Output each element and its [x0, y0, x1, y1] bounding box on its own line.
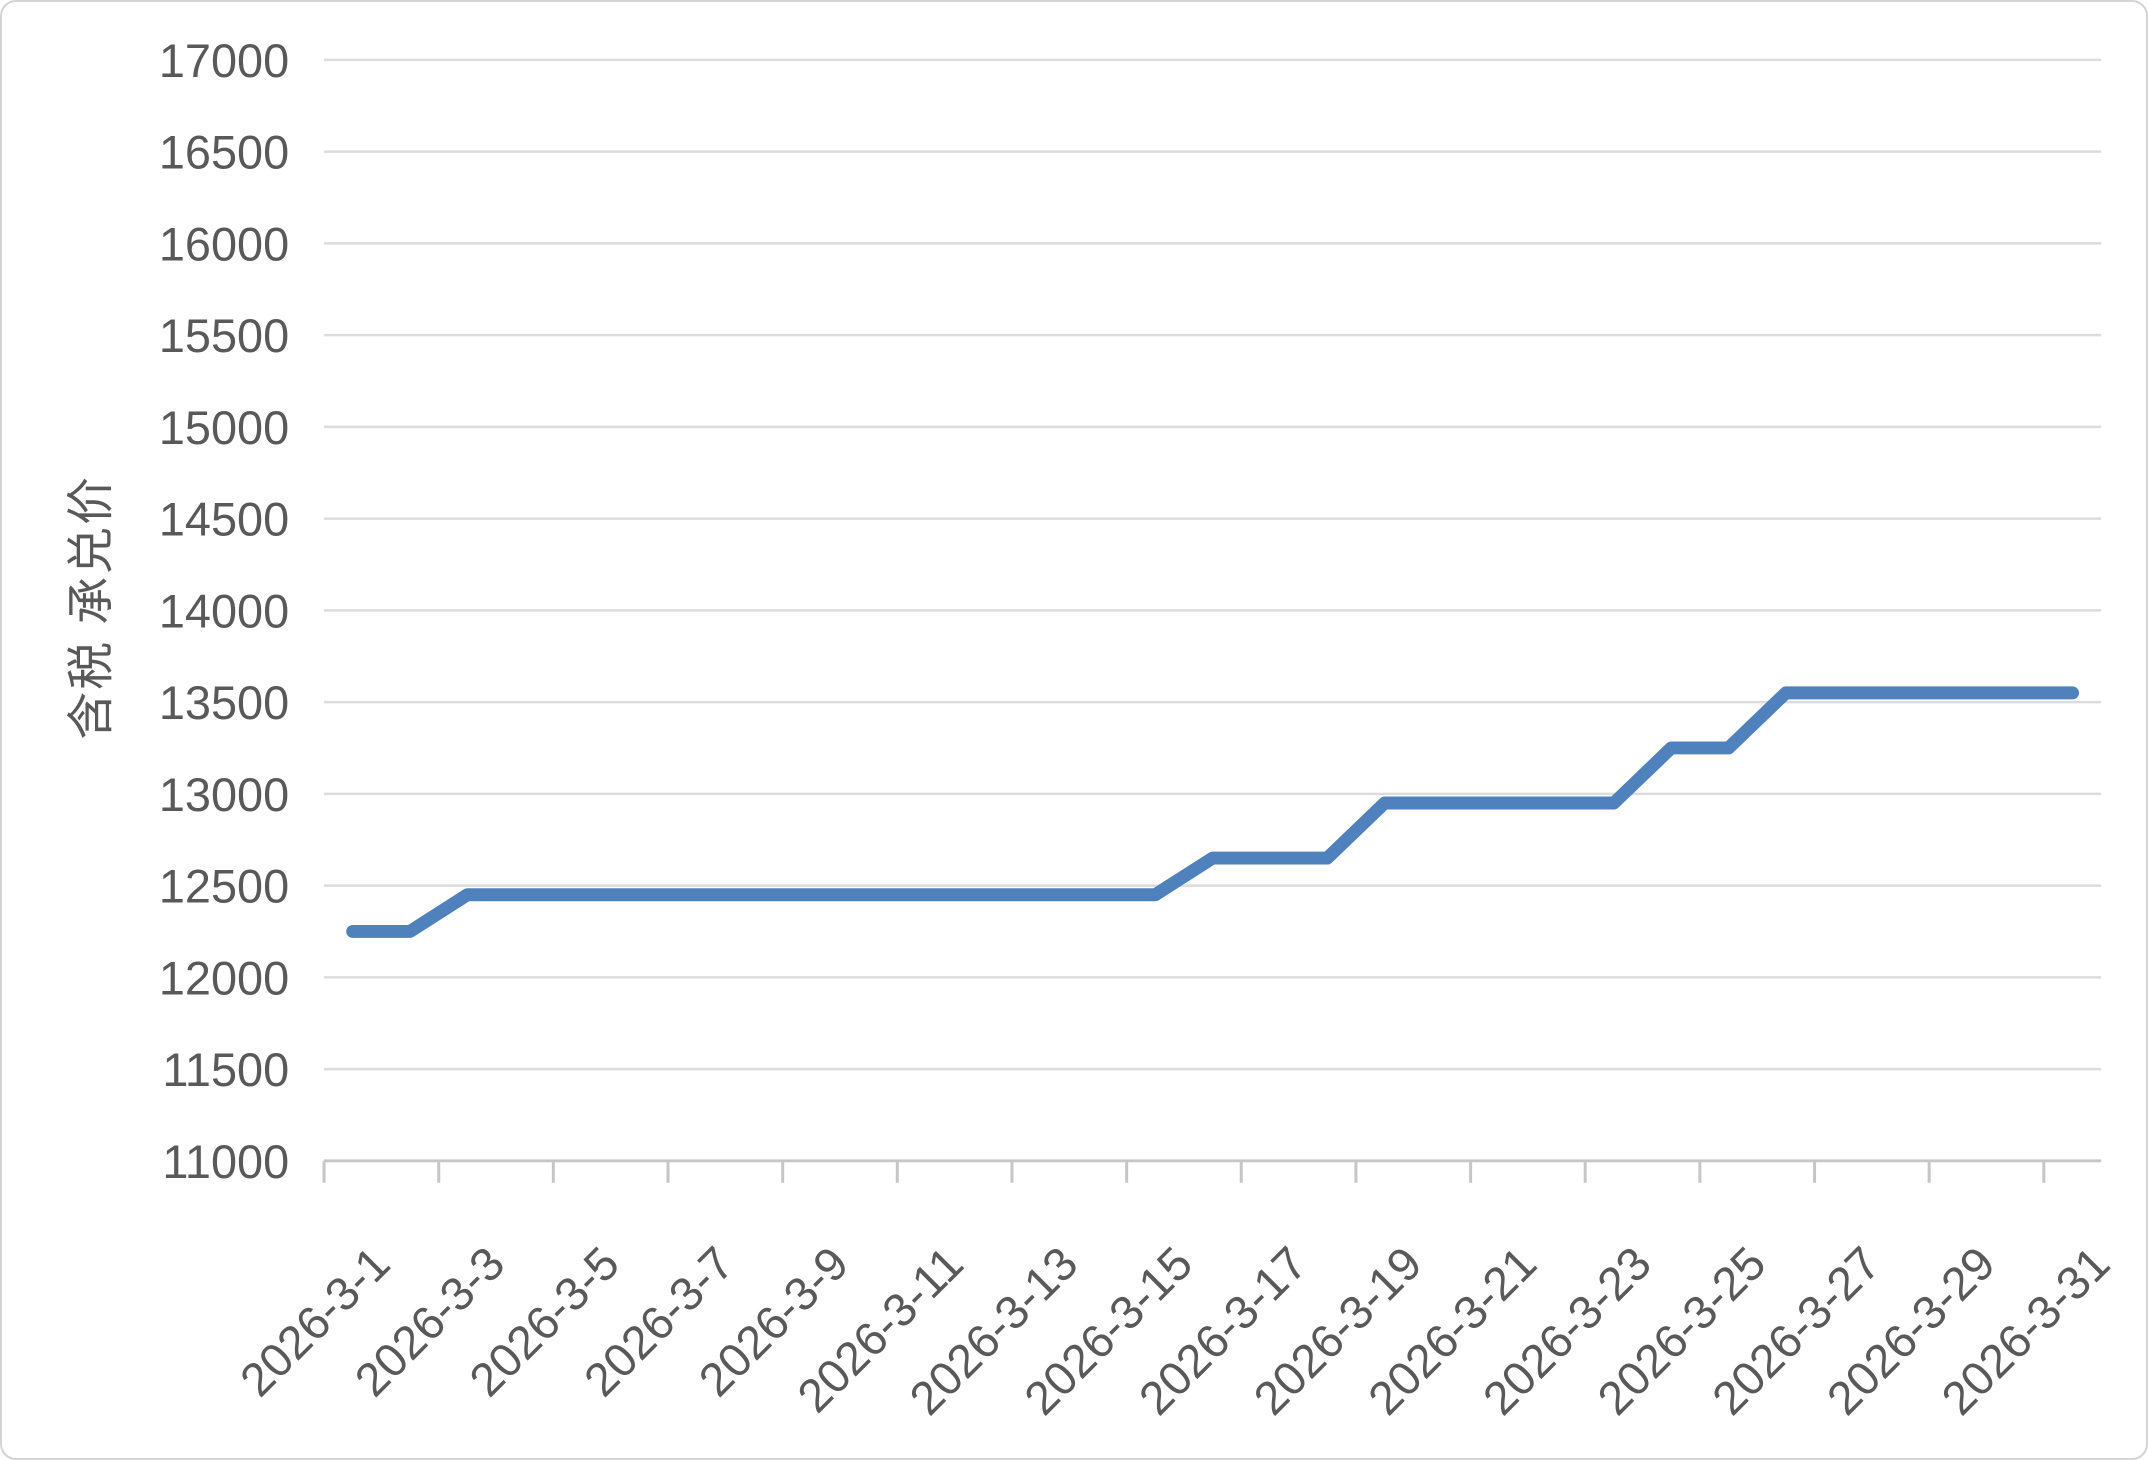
y-tick-label: 15500 — [159, 310, 289, 362]
y-tick-label: 13500 — [159, 677, 289, 729]
y-tick-label: 15000 — [159, 402, 289, 454]
y-tick-label: 14000 — [159, 585, 289, 637]
price-series-line — [346, 686, 2080, 938]
y-tick-label: 11500 — [162, 1044, 289, 1096]
y-tick-label: 16500 — [159, 127, 289, 179]
y-tick-label: 12500 — [159, 861, 289, 913]
y-axis-tick-labels: 11000 11500 12000 12500 13000 13500 14000 14500… — [159, 35, 289, 1188]
x-axis — [322, 1159, 2102, 1183]
x-axis-tick-labels: 2026-3-12026-3-32026-3-52026-3-72026-3-9… — [230, 1237, 2119, 1425]
y-axis-title: 含税 承兑价 — [66, 475, 119, 740]
y-tick-label: 14500 — [159, 494, 289, 546]
y-tick-label: 17000 — [159, 35, 289, 87]
y-tick-label: 12000 — [159, 952, 289, 1004]
gridlines — [324, 58, 2102, 1071]
y-tick-label: 13000 — [159, 769, 289, 821]
y-tick-label: 11000 — [162, 1136, 289, 1188]
y-tick-label: 16000 — [159, 218, 289, 270]
